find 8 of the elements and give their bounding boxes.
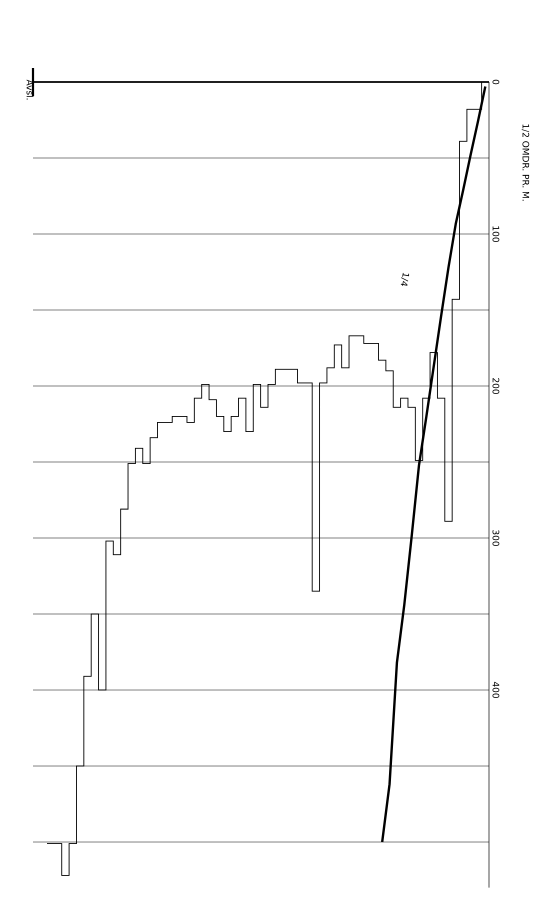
y-tick-label: 200 — [492, 378, 500, 394]
y-tick-label: 0 — [492, 80, 500, 84]
annotation: 1/4 — [400, 272, 410, 286]
y-tick-label: 400 — [492, 682, 500, 698]
ref-line-label: Avsl. — [26, 80, 34, 100]
y-tick-label: 300 — [492, 530, 500, 546]
y-axis-title: 1/2 OMDR. PR. M. — [522, 124, 530, 201]
y-tick-label: 100 — [492, 226, 500, 242]
